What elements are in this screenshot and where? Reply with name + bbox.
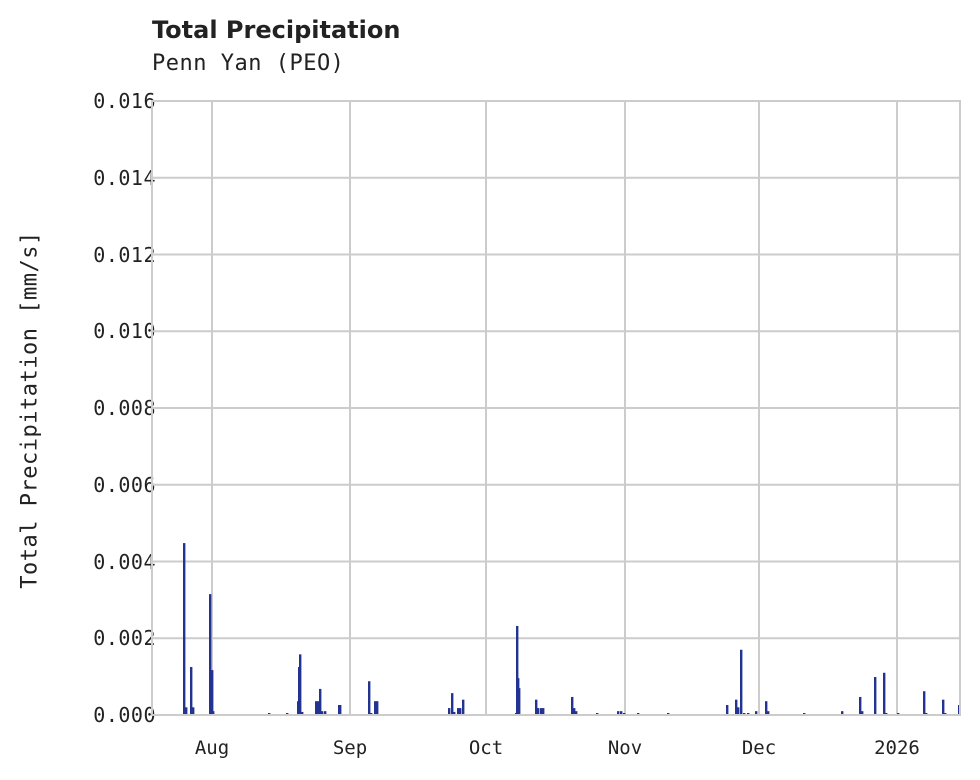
precipitation-bar <box>767 711 770 715</box>
x-tick-label: 2026 <box>874 737 920 759</box>
precipitation-bar <box>301 711 304 715</box>
y-tick-label: 0.002 <box>93 626 156 651</box>
y-tick-label: 0.010 <box>93 319 156 344</box>
y-tick-label: 0.016 <box>93 89 156 113</box>
precipitation-bar <box>457 708 460 715</box>
precipitation-bar <box>315 701 318 715</box>
precipitation-bar <box>726 705 729 715</box>
precipitation-bar <box>942 699 945 715</box>
plot-frame <box>151 100 961 716</box>
precipitation-bar <box>190 667 193 715</box>
precipitation-bar <box>573 708 576 715</box>
y-tick-label: 0.008 <box>93 396 156 420</box>
precipitation-bar <box>209 594 212 715</box>
chart-title: Total Precipitation <box>152 16 401 44</box>
precipitation-bar <box>516 625 519 715</box>
precipitation-bar <box>740 649 743 715</box>
precipitation-bars <box>183 543 961 715</box>
precipitation-bar <box>451 693 454 715</box>
precipitation-bar <box>859 696 862 715</box>
precipitation-bar <box>874 677 877 715</box>
precipitation-bar <box>192 707 195 715</box>
y-tick-label: 0.014 <box>93 165 156 190</box>
precipitation-bar <box>518 688 521 715</box>
y-tick-label: 0.000 <box>93 703 156 727</box>
grid-lines <box>152 100 960 716</box>
precipitation-bar <box>211 670 214 715</box>
precipitation-bar <box>737 707 740 715</box>
precipitation-bar <box>448 708 451 715</box>
precipitation-bar <box>841 711 844 715</box>
precipitation-bar <box>883 672 886 715</box>
precipitation-bar <box>735 699 738 715</box>
precipitation-bar <box>535 699 538 715</box>
precipitation-bar <box>319 688 322 715</box>
x-tick-label: Dec <box>741 737 777 759</box>
y-tick-label: 0.006 <box>93 472 156 497</box>
precipitation-bar <box>321 711 324 715</box>
precipitation-bar <box>620 711 623 715</box>
precipitation-bar <box>453 711 456 715</box>
precipitation-bar <box>923 691 926 715</box>
precipitation-bar <box>542 708 545 715</box>
precipitation-bar <box>374 701 377 715</box>
precipitation-bar <box>376 701 379 715</box>
precipitation-bar <box>185 707 188 715</box>
x-tick-label: Sep <box>332 737 368 759</box>
x-tick-label: Aug <box>194 737 230 759</box>
precipitation-bar <box>299 654 302 715</box>
precipitation-bar <box>183 543 186 715</box>
x-tick-label: Nov <box>607 737 643 759</box>
precipitation-bar <box>317 701 320 715</box>
precipitation-bar <box>339 705 342 715</box>
precipitation-bar <box>571 696 574 715</box>
precipitation-bar <box>212 711 215 715</box>
precipitation-bar <box>324 711 327 715</box>
precipitation-bar <box>617 711 620 715</box>
precipitation-bar <box>755 711 758 715</box>
precipitation-bar <box>368 681 371 715</box>
precipitation-bar <box>861 711 864 715</box>
y-tick-label: 0.012 <box>93 242 156 267</box>
precipitation-bar <box>765 701 768 715</box>
precipitation-bar <box>537 708 540 715</box>
precipitation-bar <box>540 708 543 715</box>
chart-subtitle: Penn Yan (PEO) <box>152 51 345 76</box>
precipitation-bar <box>575 711 578 715</box>
x-tick-label: Oct <box>468 737 504 759</box>
precipitation-bar <box>462 699 465 715</box>
precipitation-bar <box>459 708 462 715</box>
y-tick-label: 0.004 <box>93 549 156 574</box>
